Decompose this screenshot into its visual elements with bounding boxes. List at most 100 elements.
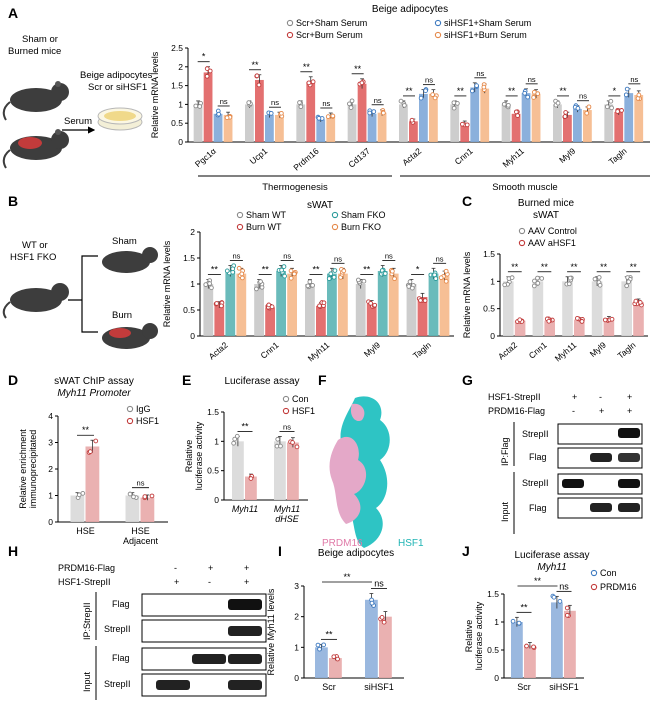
y-tick-label: 0 bbox=[190, 331, 195, 341]
bar bbox=[366, 303, 377, 336]
y-tick-label: 0 bbox=[48, 517, 53, 527]
y-tick-label: 1 bbox=[214, 436, 219, 446]
significance-label: * bbox=[202, 52, 206, 62]
data-point bbox=[203, 282, 209, 287]
panel-letter-d: D bbox=[8, 372, 18, 388]
y-tick-label: 1.5 bbox=[171, 81, 183, 91]
significance-label: ** bbox=[600, 262, 608, 272]
category-label: dHSE bbox=[275, 514, 300, 524]
significance-label: ns bbox=[283, 252, 291, 261]
data-point bbox=[609, 316, 615, 322]
chart-title: sWAT ChIP assay bbox=[54, 376, 134, 387]
serum-label: Serum bbox=[64, 116, 92, 127]
chart-subtitle: Myh11 bbox=[537, 562, 566, 573]
significance-label: ns bbox=[436, 254, 444, 263]
data-point bbox=[310, 283, 315, 288]
bar bbox=[214, 304, 225, 336]
data-point bbox=[193, 103, 199, 109]
significance-label: ns bbox=[322, 99, 330, 108]
schematic-b: WT or HSF1 FKO Sham Burn bbox=[2, 236, 158, 349]
wb-h-band bbox=[228, 599, 262, 610]
category-label: Acta2 bbox=[496, 340, 519, 362]
bar bbox=[544, 320, 555, 336]
bar bbox=[329, 658, 342, 678]
bar bbox=[245, 476, 257, 500]
category-label: Tagln bbox=[607, 146, 629, 167]
data-point bbox=[531, 283, 537, 289]
y-tick-label: 2.5 bbox=[171, 43, 183, 53]
data-point bbox=[347, 101, 352, 107]
protein-label-prdm16: PRDM16 bbox=[322, 538, 363, 549]
data-point bbox=[216, 111, 222, 117]
bar bbox=[574, 319, 585, 336]
bar bbox=[327, 273, 337, 336]
y-tick-label: 1 bbox=[494, 617, 499, 627]
data-point bbox=[307, 279, 313, 285]
y-tick-label: 1 bbox=[48, 491, 53, 501]
category-label: Acta2 bbox=[400, 146, 423, 168]
bar bbox=[203, 284, 214, 336]
data-point bbox=[525, 94, 531, 100]
chart-title: Luciferase assay bbox=[514, 550, 589, 561]
legend-label: Con bbox=[600, 568, 617, 578]
significance-label: ** bbox=[312, 264, 320, 274]
bar bbox=[532, 281, 544, 336]
data-point bbox=[608, 98, 614, 104]
bar bbox=[287, 442, 299, 500]
data-point bbox=[127, 491, 133, 497]
data-point bbox=[516, 620, 522, 626]
y-tick-label: 1 bbox=[190, 279, 195, 289]
panel-letters: A B C D E F G H I J bbox=[8, 5, 473, 559]
data-point bbox=[341, 268, 347, 274]
y-axis-label: Relative enrichment bbox=[18, 429, 28, 509]
y-tick-label: 2 bbox=[190, 227, 195, 237]
data-point bbox=[624, 86, 630, 92]
wb-g-input-label: Input bbox=[500, 501, 510, 522]
data-point bbox=[438, 275, 444, 281]
bar bbox=[347, 104, 357, 142]
category-label: Tagln bbox=[411, 340, 433, 361]
bar bbox=[621, 281, 632, 336]
data-point bbox=[615, 109, 620, 114]
data-point bbox=[418, 298, 423, 303]
y-tick-label: 1 bbox=[178, 99, 183, 109]
panel-letter-c: C bbox=[462, 193, 472, 209]
data-point bbox=[418, 95, 424, 101]
chart-e: 0 0.5 1 1.5 Relative luciferase activity Myh11… bbox=[184, 376, 315, 524]
data-point bbox=[546, 318, 552, 324]
y-tick-label: 1 bbox=[490, 276, 495, 286]
significance-label: ns bbox=[271, 98, 279, 107]
mouse-burn-b-icon bbox=[102, 323, 158, 349]
data-point bbox=[294, 444, 300, 450]
data-point bbox=[149, 493, 155, 499]
y-tick-label: 3 bbox=[48, 438, 53, 448]
data-point bbox=[256, 82, 262, 88]
data-point bbox=[432, 95, 438, 101]
category-label: Ucp1 bbox=[248, 146, 270, 167]
y-tick-label: 1 bbox=[294, 642, 299, 652]
western-blot-h: PRDM16-Flag HSF1-StrepII - + + + - + IP:… bbox=[58, 563, 267, 700]
mouse-sham-b-icon bbox=[102, 247, 158, 273]
wb-g-band bbox=[590, 453, 612, 462]
data-point bbox=[321, 300, 327, 306]
category-label: Adjacent bbox=[123, 536, 159, 546]
bar bbox=[614, 111, 624, 142]
panel-letter-j: J bbox=[462, 543, 470, 559]
bar bbox=[573, 108, 582, 142]
legend-marker bbox=[126, 405, 134, 413]
wb-h-blot4-label: StrepII bbox=[104, 679, 131, 689]
category-label: Cnn1 bbox=[258, 340, 280, 361]
category-label: HSE bbox=[131, 526, 150, 536]
data-point bbox=[224, 268, 230, 274]
data-point bbox=[219, 303, 224, 309]
significance-label: ** bbox=[303, 62, 311, 72]
data-point bbox=[539, 276, 545, 281]
legend-label: HSF1 bbox=[136, 416, 159, 426]
data-point bbox=[392, 276, 397, 282]
wb-h-band bbox=[192, 654, 226, 664]
y-tick-label: 0 bbox=[178, 137, 183, 147]
bar bbox=[254, 284, 264, 336]
data-point bbox=[240, 275, 245, 281]
data-point bbox=[515, 113, 520, 118]
legend-marker bbox=[282, 395, 290, 403]
